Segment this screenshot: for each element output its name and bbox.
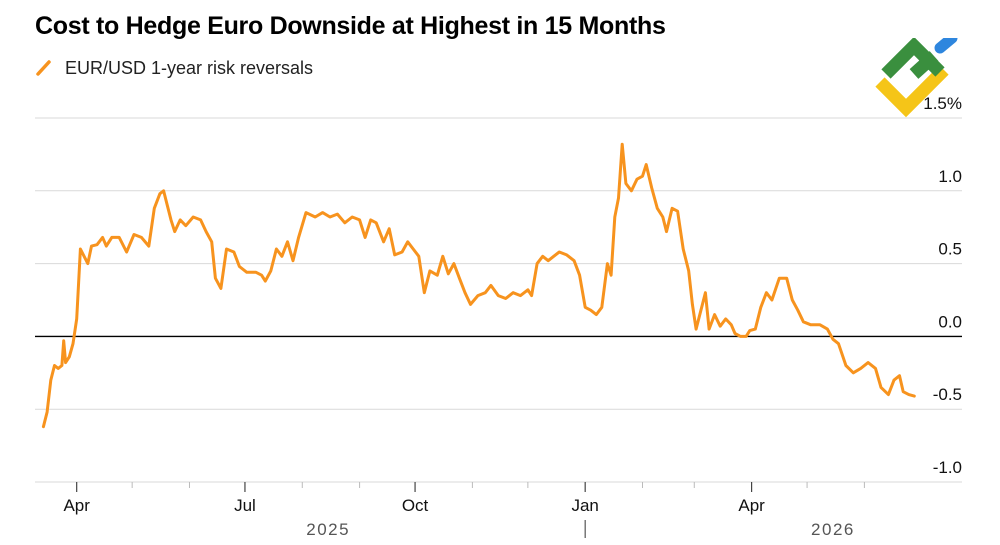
y-tick-label: 0.5: [938, 240, 962, 259]
year-label: 2025: [306, 520, 350, 539]
x-tick-label: Jan: [571, 496, 598, 515]
y-tick-label: -0.5: [933, 385, 962, 404]
legend-line-icon: [36, 60, 51, 76]
chart-legend: EUR/USD 1-year risk reversals: [35, 56, 313, 80]
legend-series-label: EUR/USD 1-year risk reversals: [65, 57, 314, 78]
y-tick-label: 1.0: [938, 167, 962, 186]
x-tick-label: Apr: [63, 496, 90, 515]
year-label: 2026: [811, 520, 855, 539]
y-tick-label: -1.0: [933, 458, 962, 477]
x-tick-label: Oct: [402, 496, 429, 515]
x-tick-label: Jul: [234, 496, 256, 515]
x-tick-label: Apr: [738, 496, 765, 515]
y-tick-label: 1.5%: [923, 94, 962, 113]
chart-title: Cost to Hedge Euro Downside at Highest i…: [35, 12, 666, 40]
watermark-logo-icon: [875, 38, 958, 118]
series-line: [41, 142, 916, 429]
y-tick-label: 0.0: [938, 312, 962, 331]
